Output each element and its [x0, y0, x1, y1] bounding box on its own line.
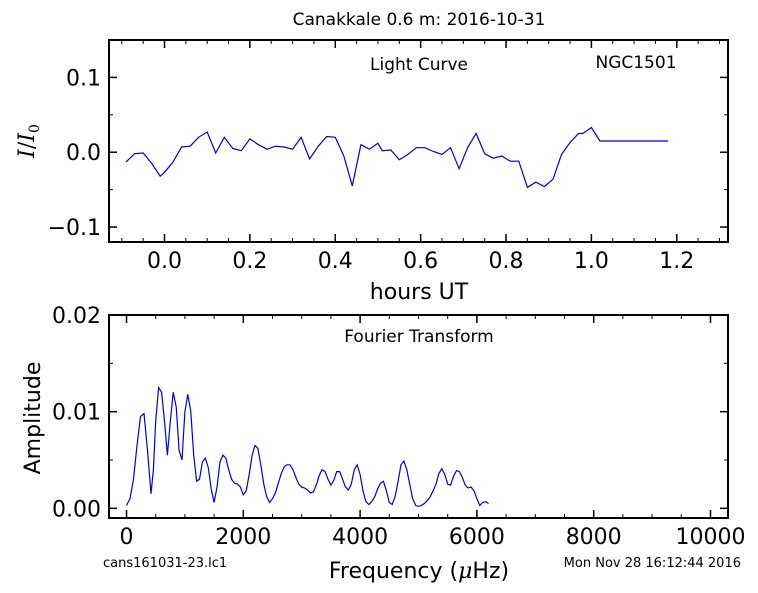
light-curve-plot-frame [108, 39, 729, 243]
footer-timestamp: Mon Nov 28 16:12:44 2016 [564, 556, 741, 571]
fourier-title: Fourier Transform [344, 327, 493, 347]
x-tick-label: 0.0 [147, 249, 182, 274]
footer-filename: cans161031-23.lc1 [103, 556, 227, 571]
ylabel-subscript: 0 [27, 124, 43, 133]
xlabel-mu: μ [458, 559, 472, 584]
y-tick-label: 0.1 [66, 66, 101, 91]
x-tick-label: 0.6 [403, 249, 438, 274]
x-tick-label: 10000 [675, 525, 745, 550]
x-tick-label: 1.0 [574, 249, 609, 274]
light-curve-ylabel: I/I0 [15, 124, 43, 159]
x-tick-label: 0.2 [232, 249, 267, 274]
fourier-series-line [125, 385, 489, 508]
fourier-transform-panel: 0 2000 4000 6000 8000 10000 0.00 0.01 0.02 Fouri… [21, 304, 745, 584]
y-tick-label: 0.01 [52, 401, 101, 426]
fourier-xlabel: Frequency (μHz) [329, 559, 509, 584]
x-tick-label: 8000 [566, 525, 622, 550]
x-tick-label: 6000 [449, 525, 505, 550]
y-tick-label: −0.1 [48, 216, 101, 241]
x-tick-label: 0.4 [318, 249, 353, 274]
x-tick-label: 2000 [215, 525, 271, 550]
xlabel-suffix: Hz) [472, 559, 509, 584]
x-tick-label: 1.2 [659, 249, 694, 274]
ylabel-denominator: I [15, 132, 40, 143]
light-curve-panel: 0.0 0.2 0.4 0.6 0.8 1.0 1.2 −0.1 0.0 0.1 Light Cu… [15, 39, 729, 305]
light-curve-annotation: NGC1501 [595, 53, 676, 73]
ylabel-numerator: I [15, 148, 40, 159]
light-curve-xlabel: hours UT [370, 280, 469, 305]
y-tick-label: 0.00 [52, 497, 101, 522]
x-tick-label: 0.8 [489, 249, 524, 274]
x-tick-label: 0 [120, 525, 134, 550]
x-tick-label: 4000 [332, 525, 388, 550]
light-curve-series-line [125, 126, 669, 189]
y-tick-label: 0.0 [66, 141, 101, 166]
xlabel-prefix: Frequency ( [329, 559, 458, 584]
light-curve-title: Light Curve [370, 55, 468, 75]
figure-title: Canakkale 0.6 m: 2016-10-31 [293, 10, 546, 30]
fourier-ylabel: Amplitude [21, 362, 46, 475]
ylabel-slash: / [15, 141, 40, 149]
y-tick-label: 0.02 [52, 304, 101, 329]
